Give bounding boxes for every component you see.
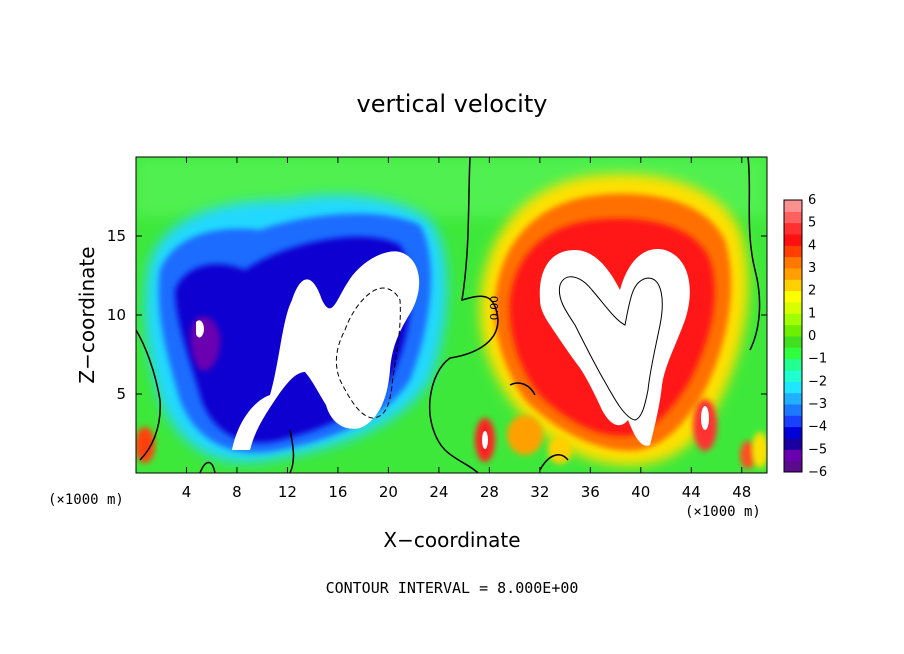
colorbar-segment — [784, 302, 802, 314]
x-tick-label: 44 — [682, 483, 701, 501]
plot-area: 0.00 — [136, 157, 767, 473]
colorbar-segment — [784, 415, 802, 428]
colorbar-segment — [784, 358, 802, 371]
x-tick-label: 48 — [732, 483, 751, 501]
colorbar-segment — [784, 313, 802, 326]
colorbar-tick-label: 6 — [808, 193, 816, 208]
colorbar-tick-label: 2 — [808, 284, 816, 299]
colorbar-segment — [784, 200, 802, 212]
colorbar-segment — [784, 268, 802, 280]
colorbar-tick-label: 5 — [808, 216, 816, 231]
colorbar-tick-label: 1 — [808, 306, 816, 321]
colorbar-tick-label: 3 — [808, 261, 816, 276]
colorbar-tick-label: −2 — [808, 374, 827, 389]
y-tick-label: 15 — [107, 227, 126, 245]
updraft-solid-contour — [558, 276, 663, 421]
colorbar-segment — [784, 336, 802, 348]
x-unit-label-right: (×1000 m) — [685, 504, 761, 520]
colorbar-tick-label: −4 — [808, 420, 827, 435]
x-axis-label: X−coordinate — [383, 528, 520, 552]
x-tick-label: 32 — [530, 483, 549, 501]
y-tick-label: 10 — [107, 306, 126, 324]
x-tick-label: 36 — [581, 483, 600, 501]
x-tick-label: 16 — [328, 483, 347, 501]
colorbar-segment — [784, 324, 802, 337]
colorbar-frame — [783, 199, 803, 473]
colorbar-tick-label: −1 — [808, 352, 827, 367]
colorbar: 6 5 4 3 2 1 0 −1 −2 −3 −4 −5 −6 — [783, 193, 827, 480]
x-tick-label: 28 — [480, 483, 499, 501]
colorbar-segment — [784, 234, 802, 246]
x-tick-label: 8 — [232, 483, 242, 501]
colorbar-segment — [784, 392, 802, 405]
colorbar-segment — [784, 438, 802, 450]
contour-interval-footer: CONTOUR INTERVAL = 8.000E+00 — [326, 579, 579, 597]
colorbar-tick-label: −3 — [808, 397, 827, 412]
zero-contour-label: 0.00 — [488, 296, 501, 321]
colorbar-segment — [784, 245, 802, 258]
x-tick-label: 24 — [429, 483, 448, 501]
downdraft-dashed-contour — [335, 287, 401, 419]
colorbar-segment — [784, 404, 802, 416]
colorbar-tick-label: 4 — [808, 238, 816, 253]
y-tick-label: 5 — [116, 385, 126, 403]
x-axis: 4 8 12 16 20 24 28 32 36 40 44 48 — [182, 157, 751, 501]
colorbar-segment — [784, 460, 802, 473]
colorbar-tick-label: −5 — [808, 442, 827, 457]
colorbar-segment — [784, 449, 802, 462]
y-axis-label: Z−coordinate — [75, 246, 99, 383]
zero-contours — [136, 157, 761, 473]
colorbar-segment — [784, 211, 802, 224]
colorbar-segment — [784, 256, 802, 269]
downdraft-region — [144, 195, 447, 463]
colorbar-tick-label: −6 — [808, 465, 827, 480]
x-tick-label: 4 — [182, 483, 192, 501]
updraft-region — [479, 174, 749, 466]
x-tick-label: 20 — [379, 483, 398, 501]
updraft-core — [539, 249, 690, 446]
downdraft-core — [232, 251, 420, 450]
colorbar-segment — [784, 347, 802, 360]
colorbar-tick-label: 0 — [808, 329, 816, 344]
colorbar-segment — [784, 381, 802, 394]
colorbar-segment — [784, 279, 802, 292]
colorbar-segment — [784, 222, 802, 235]
colorbar-segment — [784, 370, 802, 382]
y-axis: 5 10 15 — [107, 227, 767, 403]
x-tick-label: 40 — [631, 483, 650, 501]
x-tick-label: 12 — [278, 483, 297, 501]
colorbar-segment — [784, 290, 802, 303]
chart-title: vertical velocity — [357, 90, 548, 118]
x-unit-label-left: (×1000 m) — [48, 492, 124, 508]
colorbar-segment — [784, 426, 802, 439]
